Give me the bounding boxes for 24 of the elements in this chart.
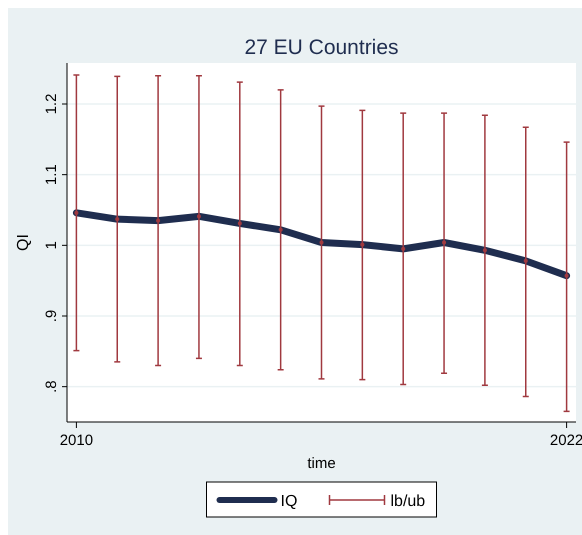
point xyxy=(524,258,528,263)
point xyxy=(564,274,569,278)
point xyxy=(401,246,406,251)
y-axis-title: QI xyxy=(15,234,32,251)
point xyxy=(196,214,201,218)
legend-label: IQ xyxy=(280,493,298,510)
point xyxy=(360,242,364,247)
y-tick-label: 1.2 xyxy=(43,94,60,114)
point xyxy=(482,248,487,252)
point xyxy=(238,221,242,226)
point xyxy=(156,218,160,223)
chart-title: 27 EU Countries xyxy=(244,36,399,59)
point xyxy=(74,210,78,215)
x-tick-label: 2010 xyxy=(60,432,94,449)
x-axis-title: time xyxy=(307,455,336,472)
y-tick-label: .8 xyxy=(43,380,60,393)
legend-label: lb/ub xyxy=(390,493,426,510)
y-tick-label: .9 xyxy=(43,310,60,322)
y-tick-label: 1.1 xyxy=(43,164,60,186)
point xyxy=(115,217,120,222)
point xyxy=(442,240,446,244)
point xyxy=(278,228,283,232)
y-tick-label: 1 xyxy=(43,241,60,250)
point xyxy=(320,240,324,244)
